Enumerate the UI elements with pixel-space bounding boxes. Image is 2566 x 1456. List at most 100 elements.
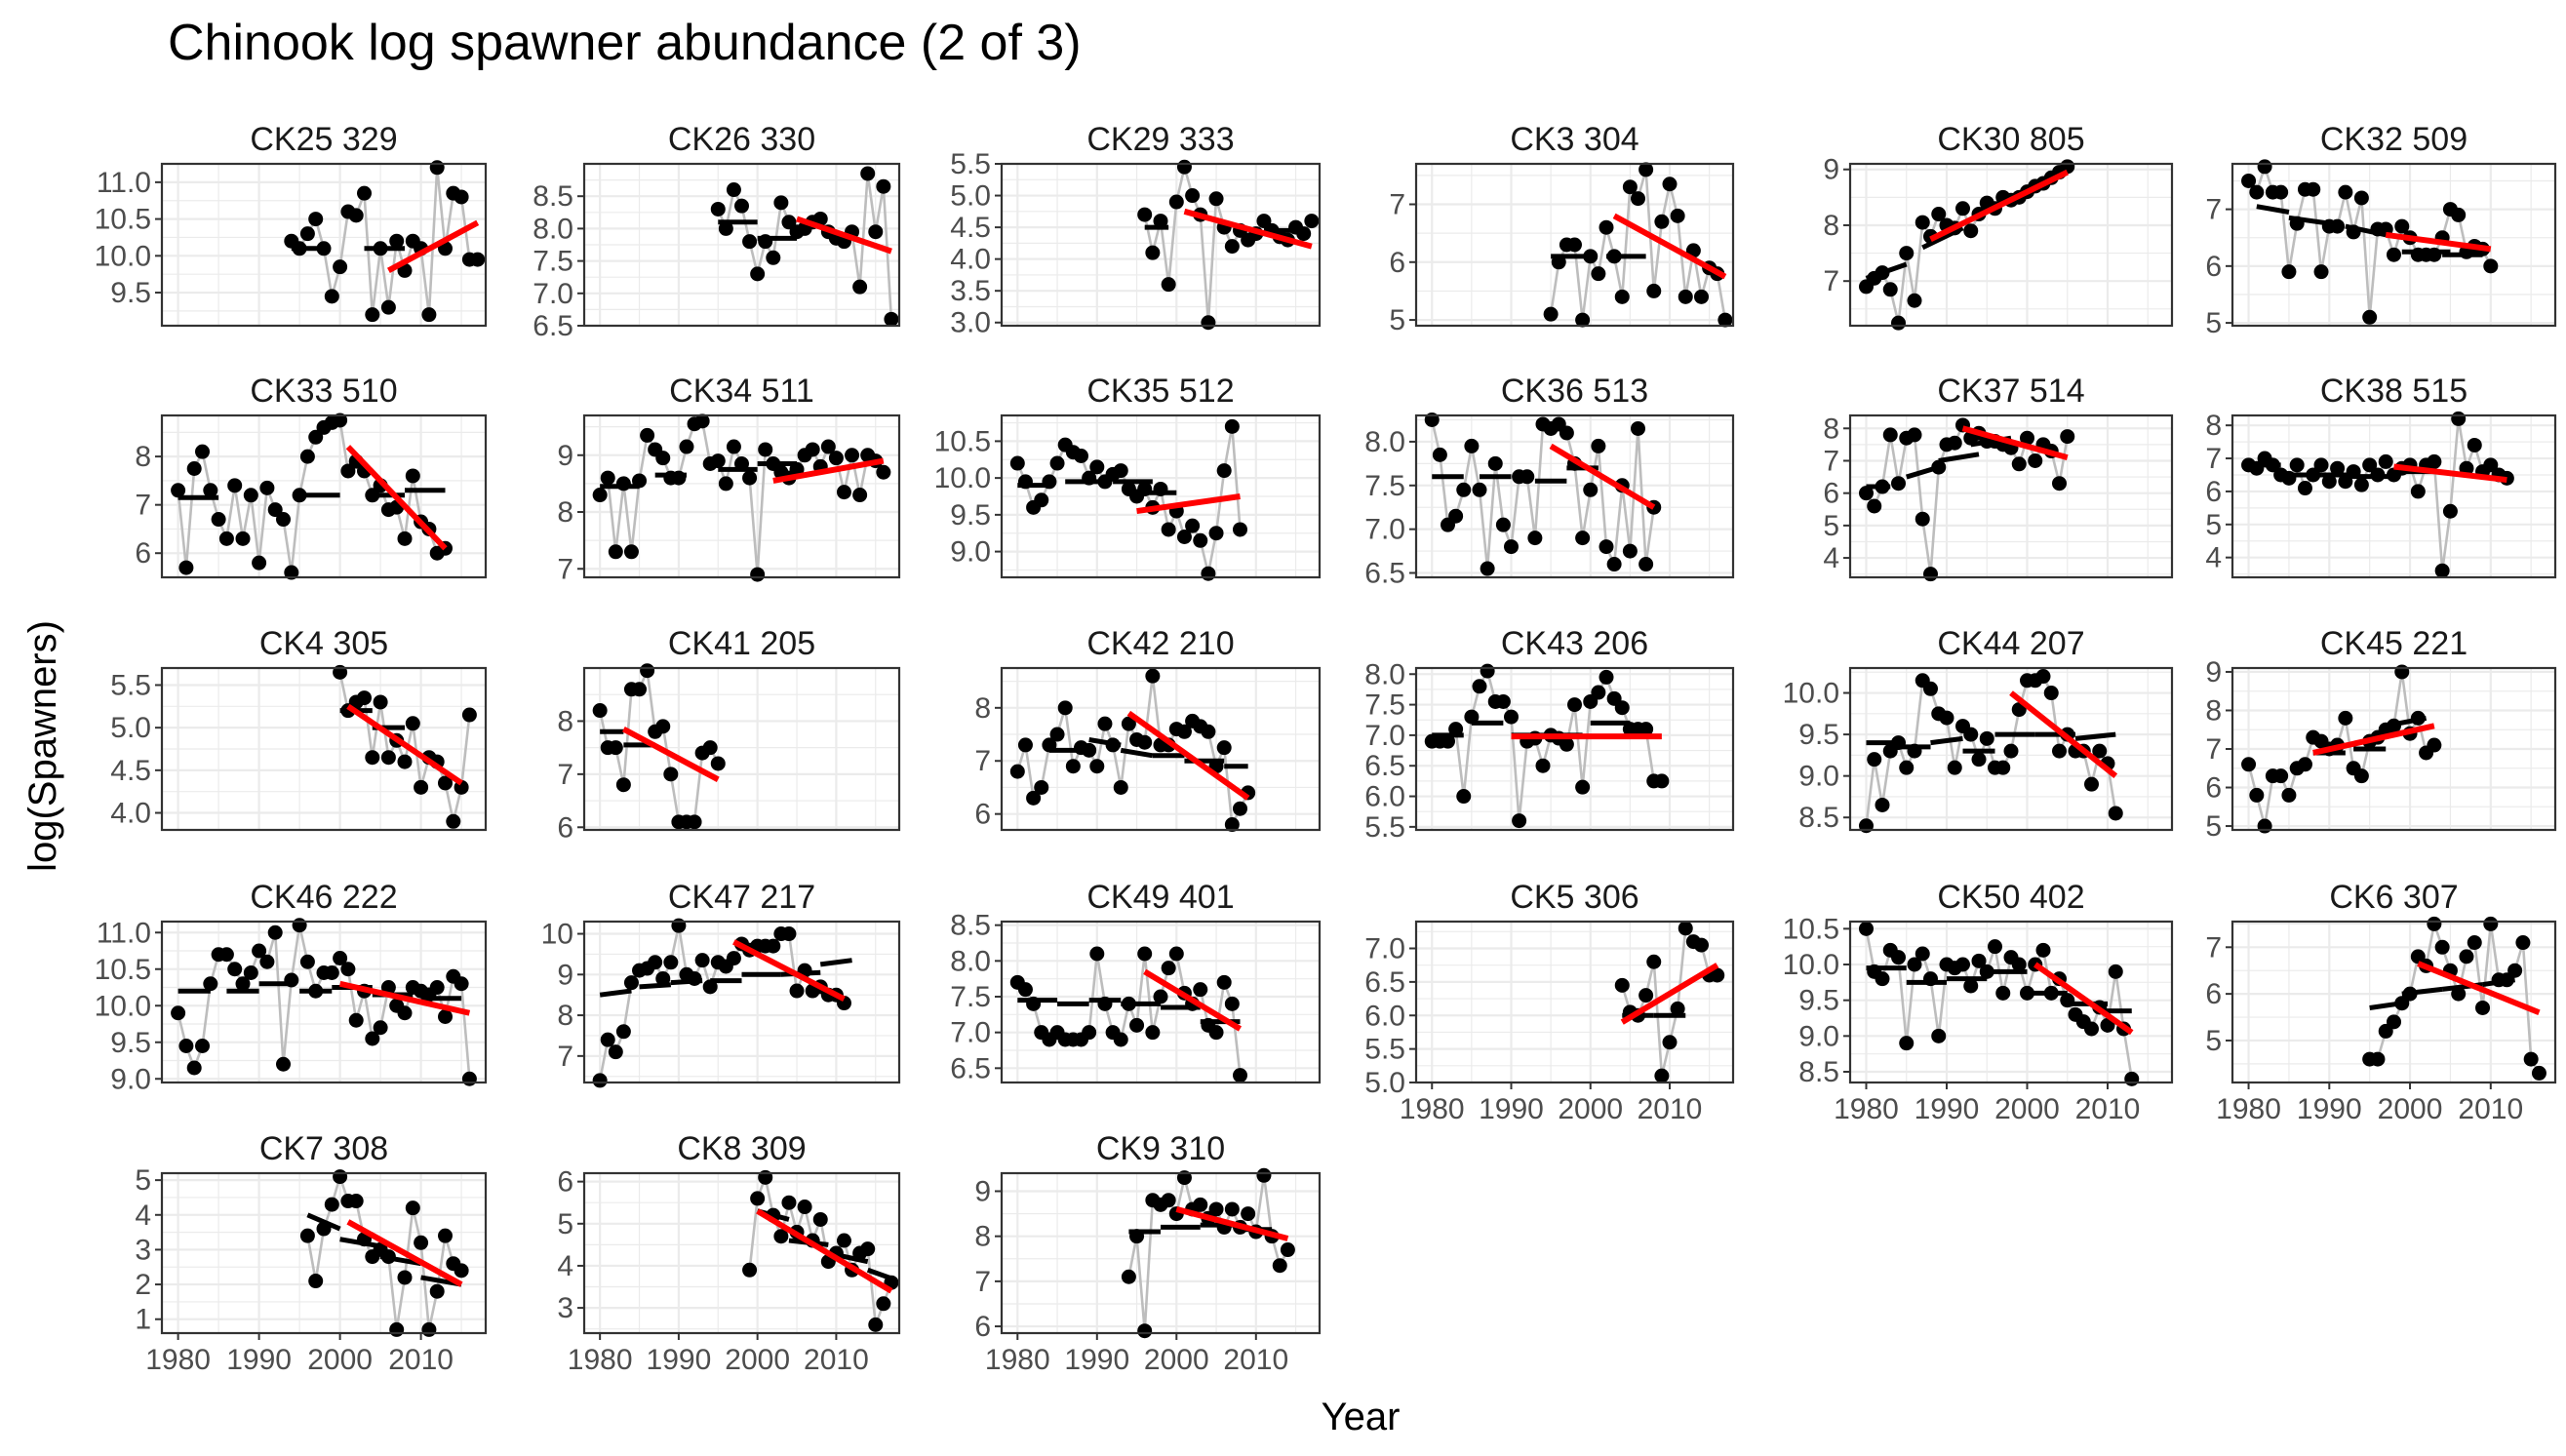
data-point [1670, 1001, 1685, 1016]
data-point [2483, 258, 2499, 274]
panel-border [2230, 162, 2557, 328]
data-point [2330, 460, 2346, 476]
data-point [781, 926, 797, 942]
data-point [773, 195, 789, 211]
data-point [1176, 530, 1192, 544]
panel: CK49 401 6.57.0 7.5 8.08.5 [950, 879, 1322, 1084]
panel-label: CK9 310 [1096, 1130, 1225, 1167]
y-tick-label: 7.0 [1364, 720, 1405, 752]
data-point [1899, 1036, 1915, 1051]
data-point [203, 483, 218, 498]
segment-line [1120, 747, 1154, 759]
data-point [340, 463, 356, 479]
data-point [876, 1296, 891, 1312]
data-point [2362, 309, 2378, 325]
data-point [1057, 700, 1073, 716]
data-point [1193, 532, 1208, 548]
data-point [1859, 921, 1874, 936]
data-point [2249, 184, 2265, 200]
data-point [710, 453, 726, 469]
data-point [438, 1009, 453, 1024]
data-point [348, 1194, 364, 1209]
y-tick-label: 8 [135, 441, 151, 473]
data-point [2459, 949, 2474, 964]
data-point [324, 289, 339, 304]
x-tick-label: 1980 [985, 1344, 1050, 1376]
data-point [1208, 1025, 1224, 1041]
y-tick-label: 8 [1823, 413, 1839, 445]
data-point [299, 226, 315, 242]
data-point [446, 813, 461, 829]
data-point [1153, 214, 1168, 229]
data-point [2092, 743, 2108, 759]
data-point [1137, 734, 1153, 750]
data-point [1559, 425, 1574, 441]
panel-label: CK41 205 [668, 625, 815, 662]
data-point [2306, 181, 2321, 197]
y-tick-label: 9.0 [1798, 1020, 1839, 1052]
data-point [373, 694, 388, 710]
data-point [812, 1211, 828, 1227]
data-point [734, 198, 749, 214]
panel: CK25 329 9.5 10.0 10.5 11.0 [95, 121, 488, 328]
y-tick-label: 6 [974, 799, 991, 831]
panel-label: CK30 805 [1937, 121, 2084, 158]
data-point [2060, 429, 2075, 445]
data-point [2387, 1014, 2401, 1030]
data-point [615, 476, 631, 492]
panel-border [160, 920, 488, 1084]
data-point [299, 1228, 315, 1243]
panel-border [1414, 162, 1735, 328]
data-point [1931, 207, 1947, 222]
data-point [2370, 1051, 2386, 1067]
trend-line [346, 1219, 463, 1287]
panel-label: CK7 308 [259, 1130, 388, 1167]
y-tick-label: 4 [557, 1250, 573, 1282]
data-point [2427, 916, 2442, 931]
data-point [726, 439, 741, 454]
y-tick-label: 6.5 [950, 1052, 991, 1084]
y-tick-label: 5 [2205, 810, 2222, 843]
y-tick-label: 10.5 [934, 425, 991, 457]
data-point [632, 473, 648, 489]
data-point [1654, 1068, 1670, 1083]
trend-line [2385, 231, 2492, 253]
data-point [1907, 427, 1922, 443]
data-point [1176, 159, 1192, 175]
data-point [203, 976, 218, 992]
y-tick-label: 7.5 [533, 246, 573, 278]
x-axis-title: Year [1322, 1396, 1401, 1438]
y-tick-label: 7 [974, 745, 991, 777]
panel-border [1414, 920, 1735, 1084]
panel-label: CK35 512 [1086, 373, 1234, 410]
panel-border [582, 413, 901, 579]
panel: CK45 221 5 6 7 8 9 [2205, 625, 2557, 843]
data-point [438, 1228, 453, 1243]
data-point [845, 448, 860, 463]
y-tick-label: 5.5 [1364, 811, 1405, 844]
x-tick-label: 1980 [145, 1344, 211, 1376]
data-point [171, 1005, 186, 1021]
data-point [750, 1191, 766, 1206]
y-tick-label: 11.0 [97, 167, 151, 199]
data-point [648, 955, 663, 970]
y-tick-label: 6 [2205, 978, 2222, 1010]
panel-border [2230, 920, 2557, 1084]
data-point [1208, 191, 1224, 207]
data-point [781, 215, 797, 230]
data-point [1082, 742, 1097, 758]
data-point [1599, 669, 1614, 685]
data-point [1153, 481, 1168, 496]
y-tick-label: 6 [557, 811, 573, 844]
data-point [267, 502, 283, 518]
data-point [828, 451, 844, 466]
trend-line [1549, 443, 1656, 510]
panel: CK8 309 3 4 5 6 1980 1990 2000 2010 [557, 1130, 901, 1376]
data-point [1448, 508, 1464, 524]
data-point [316, 1221, 332, 1237]
y-tick-label: 8 [557, 496, 573, 529]
data-point [1168, 946, 1184, 962]
data-point [623, 544, 639, 560]
data-point [2387, 247, 2401, 262]
